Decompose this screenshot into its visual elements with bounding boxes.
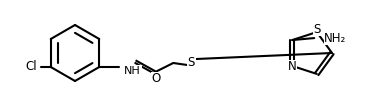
Text: NH₂: NH₂	[324, 32, 346, 45]
Text: NH: NH	[124, 66, 141, 76]
Text: S: S	[188, 56, 195, 68]
Text: N: N	[288, 60, 296, 73]
Text: Cl: Cl	[25, 60, 37, 74]
Text: S: S	[313, 23, 320, 36]
Text: O: O	[152, 73, 161, 85]
